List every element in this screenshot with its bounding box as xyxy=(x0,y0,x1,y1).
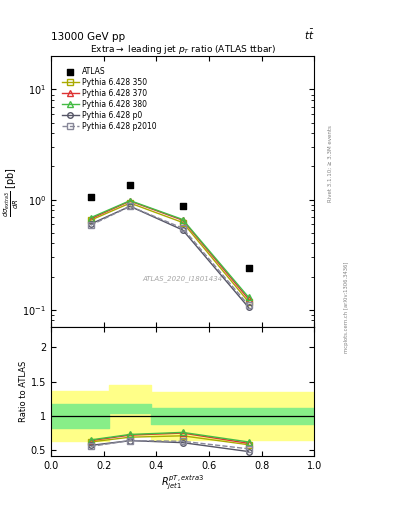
Pythia 6.428 380 xyxy=(88,215,93,221)
Pythia 6.428 p2010 xyxy=(246,302,251,308)
ATLAS xyxy=(246,264,252,272)
Pythia 6.428 350 xyxy=(180,220,185,226)
Line: Pythia 6.428 380: Pythia 6.428 380 xyxy=(88,198,252,300)
Pythia 6.428 350 xyxy=(128,200,132,206)
Y-axis label: Ratio to ATLAS: Ratio to ATLAS xyxy=(19,360,28,422)
Pythia 6.428 p0 xyxy=(180,227,185,233)
X-axis label: $R_{jet1}^{pT,extra3}$: $R_{jet1}^{pT,extra3}$ xyxy=(161,473,204,492)
Line: Pythia 6.428 370: Pythia 6.428 370 xyxy=(88,198,252,302)
Legend: ATLAS, Pythia 6.428 350, Pythia 6.428 370, Pythia 6.428 380, Pythia 6.428 p0, Py: ATLAS, Pythia 6.428 350, Pythia 6.428 37… xyxy=(60,66,158,132)
Text: ATLAS_2020_I1801434: ATLAS_2020_I1801434 xyxy=(143,275,223,282)
Pythia 6.428 350 xyxy=(246,299,251,305)
Title: Extra$\rightarrow$ leading jet $p_T$ ratio (ATLAS ttbar): Extra$\rightarrow$ leading jet $p_T$ rat… xyxy=(90,43,276,56)
Pythia 6.428 p0 xyxy=(246,305,251,311)
Pythia 6.428 370 xyxy=(128,198,132,204)
Pythia 6.428 p2010 xyxy=(88,222,93,228)
Line: Pythia 6.428 p0: Pythia 6.428 p0 xyxy=(88,203,252,310)
ATLAS xyxy=(180,202,186,210)
Pythia 6.428 380 xyxy=(180,217,185,223)
Pythia 6.428 370 xyxy=(180,217,185,223)
Pythia 6.428 370 xyxy=(246,296,251,302)
ATLAS xyxy=(127,181,133,189)
Pythia 6.428 p0 xyxy=(128,203,132,209)
Line: Pythia 6.428 350: Pythia 6.428 350 xyxy=(88,200,252,305)
Text: 13000 GeV pp: 13000 GeV pp xyxy=(51,32,125,42)
Pythia 6.428 380 xyxy=(128,198,132,204)
Y-axis label: $\frac{d\sigma_{extra3}}{dR}$ [pb]: $\frac{d\sigma_{extra3}}{dR}$ [pb] xyxy=(2,166,21,217)
Text: mcplots.cern.ch [arXiv:1306.3436]: mcplots.cern.ch [arXiv:1306.3436] xyxy=(344,262,349,353)
Pythia 6.428 350 xyxy=(88,217,93,223)
Text: $t\bar{t}$: $t\bar{t}$ xyxy=(304,28,314,42)
Line: Pythia 6.428 p2010: Pythia 6.428 p2010 xyxy=(88,203,252,308)
Pythia 6.428 370 xyxy=(88,216,93,222)
Pythia 6.428 380 xyxy=(246,294,251,301)
Text: Rivet 3.1.10; ≥ 3.3M events: Rivet 3.1.10; ≥ 3.3M events xyxy=(328,125,333,202)
Pythia 6.428 p0 xyxy=(88,221,93,227)
ATLAS xyxy=(87,193,94,201)
Pythia 6.428 p2010 xyxy=(180,225,185,231)
Pythia 6.428 p2010 xyxy=(128,203,132,209)
